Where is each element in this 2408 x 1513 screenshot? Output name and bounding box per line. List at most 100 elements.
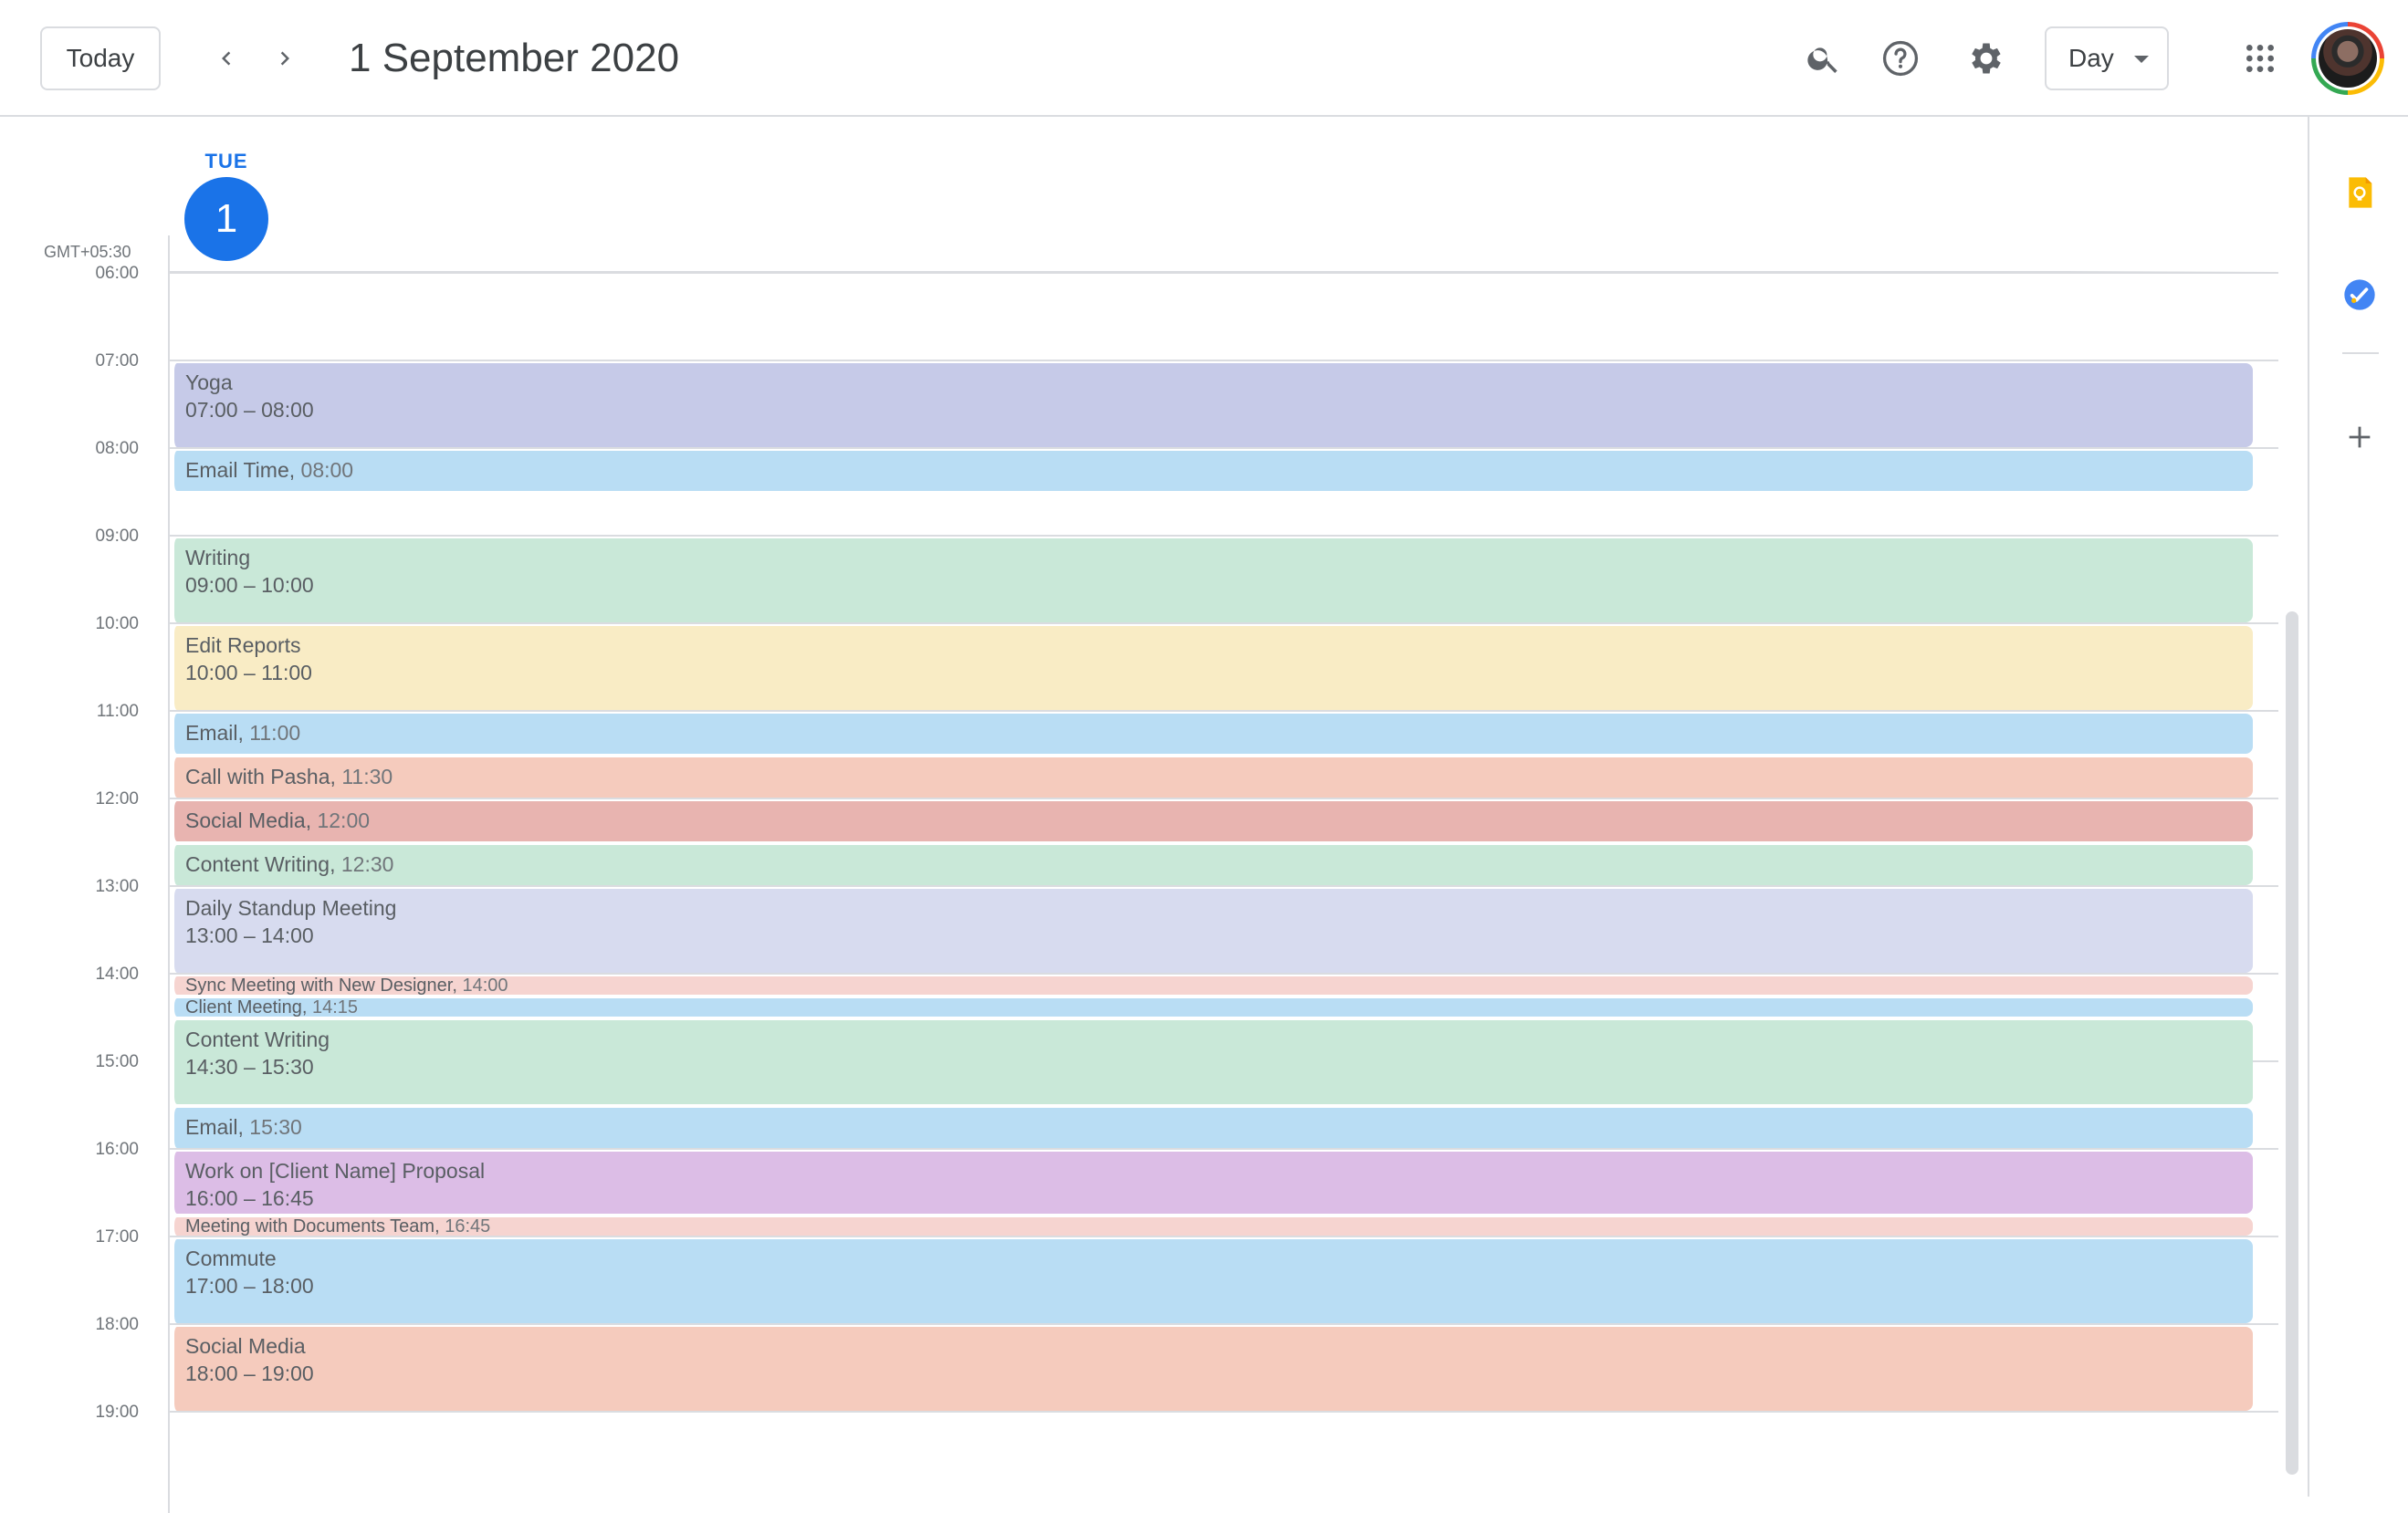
event-title: Daily Standup Meeting (185, 896, 397, 920)
event-separator: , (237, 1115, 250, 1139)
event-separator: , (301, 998, 312, 1017)
google-apps-button[interactable] (2233, 31, 2288, 86)
hour-gridline (168, 885, 2278, 887)
event-title: Content Writing (185, 852, 330, 876)
event-title: Social Media (185, 1334, 306, 1358)
chevron-right-icon (280, 51, 289, 66)
hour-gridline (168, 360, 2278, 361)
hour-gridline (168, 447, 2278, 449)
search-button[interactable] (1796, 31, 1851, 86)
apps-grid-icon (2246, 45, 2274, 72)
event-time: 14:30 – 15:30 (185, 1055, 314, 1079)
hour-label: 14:00 (95, 965, 139, 984)
calendar-event[interactable]: Social Media 18:00 – 19:00 (170, 1327, 2253, 1411)
event-title: Meeting with Documents Team (185, 1217, 435, 1236)
calendar-event[interactable]: Email Time, 08:00 (170, 451, 2253, 491)
calendar-event[interactable]: Email, 11:00 (170, 714, 2253, 754)
keep-button[interactable] (2335, 168, 2384, 217)
day-time-grid[interactable]: 06:00 07:00 08:00 09:00 10:00 11:00 12:00 13:00… (0, 235, 2300, 1513)
calendar-event[interactable]: Client Meeting, 14:15 (170, 998, 2253, 1017)
hour-gridline (168, 622, 2278, 624)
previous-day-button[interactable] (199, 31, 254, 86)
hour-gridline (168, 798, 2278, 799)
day-number-button[interactable]: 1 (184, 177, 268, 261)
hour-gridline (168, 973, 2278, 975)
event-summary: Email Time, 08:00 (185, 451, 2253, 489)
calendar-event[interactable]: Daily Standup Meeting 13:00 – 14:00 (170, 889, 2253, 973)
calendar-event[interactable]: Call with Pasha, 11:30 (170, 757, 2253, 798)
calendar-event[interactable]: Social Media, 12:00 (170, 801, 2253, 841)
help-icon (1882, 40, 1919, 77)
search-icon (1807, 47, 1837, 73)
event-summary: Client Meeting, 14:15 (185, 998, 2253, 1017)
event-time: 12:30 (340, 852, 394, 876)
hour-gridline (168, 1411, 2278, 1413)
calendar-event[interactable]: Work on [Client Name] Proposal 16:00 – 16… (170, 1152, 2253, 1214)
side-panel (2308, 117, 2408, 1497)
event-title: Sync Meeting with New Designer (185, 976, 453, 995)
event-time: 12:00 (317, 809, 371, 832)
event-title: Email (185, 721, 238, 745)
settings-button[interactable] (1959, 31, 2014, 86)
grid-left-border (168, 235, 170, 1513)
chevron-left-icon (222, 51, 231, 66)
calendar-event[interactable]: Yoga 07:00 – 08:00 (170, 363, 2253, 447)
hour-gridline (168, 710, 2278, 712)
get-add-ons-button[interactable] (2335, 412, 2384, 462)
hour-label: 10:00 (95, 614, 139, 633)
calendar-event[interactable]: Meeting with Documents Team, 16:45 (170, 1217, 2253, 1236)
hour-label: 09:00 (95, 527, 139, 546)
event-time: 09:00 – 10:00 (185, 573, 314, 597)
event-title: Client Meeting (185, 998, 302, 1017)
event-title: Social Media (185, 809, 306, 832)
event-title: Email (185, 1115, 238, 1139)
caret-down-icon (2134, 56, 2149, 63)
event-title: Email Time (185, 458, 289, 482)
hour-label: 08:00 (95, 439, 139, 458)
calendar-event[interactable]: Writing 09:00 – 10:00 (170, 538, 2253, 622)
hour-label: 15:00 (95, 1052, 139, 1071)
hour-gridline (168, 1148, 2278, 1150)
calendar-event[interactable]: Edit Reports 10:00 – 11:00 (170, 626, 2253, 710)
calendar-event[interactable]: Email, 15:30 (170, 1108, 2253, 1148)
event-time: 15:30 (249, 1115, 302, 1139)
tasks-button[interactable] (2335, 270, 2384, 319)
event-separator: , (305, 809, 318, 832)
hour-gridline (168, 272, 2278, 274)
calendar-event[interactable]: Content Writing, 12:30 (170, 845, 2253, 885)
calendar-event[interactable]: Sync Meeting with New Designer, 14:00 (170, 976, 2253, 995)
add-icon (2349, 426, 2371, 448)
hour-label: 19:00 (95, 1403, 139, 1422)
hour-gridline (168, 535, 2278, 537)
event-time: 14:00 (462, 976, 508, 995)
event-title: Yoga (185, 370, 233, 394)
grid-scrollbar[interactable] (2286, 611, 2298, 1475)
hour-label: 16:00 (95, 1140, 139, 1159)
hour-label: 13:00 (95, 877, 139, 896)
event-separator: , (330, 765, 342, 788)
event-separator: , (452, 976, 463, 995)
event-time: 11:30 (341, 765, 393, 788)
next-day-button[interactable] (257, 31, 312, 86)
event-time: 18:00 – 19:00 (185, 1362, 314, 1385)
tasks-icon (2344, 279, 2375, 310)
calendar-event[interactable]: Content Writing 14:30 – 15:30 (170, 1020, 2253, 1104)
event-time: 16:00 – 16:45 (185, 1186, 314, 1210)
event-title: Edit Reports (185, 633, 301, 657)
event-time: 11:00 (249, 721, 301, 745)
event-time: 13:00 – 14:00 (185, 923, 314, 947)
event-summary: Email, 15:30 (185, 1108, 2253, 1146)
view-selector-dropdown[interactable]: Day (2045, 26, 2169, 90)
account-avatar[interactable] (2311, 22, 2384, 95)
hour-label: 17:00 (95, 1227, 139, 1247)
event-summary: Content Writing, 12:30 (185, 845, 2253, 883)
hour-gridline (168, 1236, 2278, 1237)
event-time: 08:00 (300, 458, 354, 482)
event-separator: , (330, 852, 341, 876)
hour-label: 18:00 (95, 1315, 139, 1334)
keep-icon (2349, 177, 2372, 208)
event-summary: Meeting with Documents Team, 16:45 (185, 1217, 2253, 1236)
today-button[interactable]: Today (40, 26, 161, 90)
calendar-event[interactable]: Commute 17:00 – 18:00 (170, 1239, 2253, 1323)
help-button[interactable] (1873, 31, 1928, 86)
